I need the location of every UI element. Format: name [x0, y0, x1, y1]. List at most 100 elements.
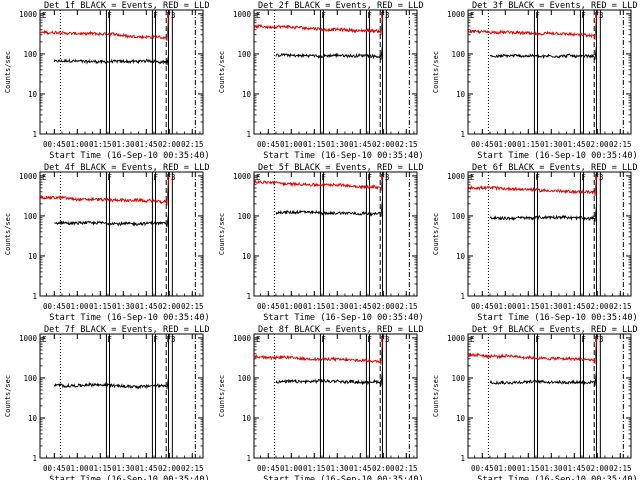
series-events-line: [53, 54, 169, 66]
x-tick-label: 01:30: [540, 140, 563, 149]
marker-label-f3: F3: [167, 11, 176, 20]
x-tick-label: 01:30: [326, 464, 349, 473]
interval-marker: [365, 333, 370, 459]
y-tick-label: 1000: [233, 172, 252, 181]
x-tick-label: 01:45: [563, 302, 586, 311]
x-tick-label: 00:45: [43, 140, 66, 149]
interval-marker: [151, 333, 156, 459]
interval-marker: [579, 171, 584, 297]
x-tick-label: 01:15: [89, 464, 112, 473]
y-tick-label: 100: [23, 50, 37, 59]
x-tick-label: 01:45: [135, 464, 158, 473]
marker-label-e: E: [470, 173, 475, 182]
y-tick-label: 1000: [19, 172, 38, 181]
y-tick-label: 1: [246, 130, 251, 139]
x-axis-label: Start Time (16-Sep-10 00:35:40): [477, 313, 637, 323]
x-tick-label: 01:45: [563, 464, 586, 473]
interval-marker: [533, 9, 538, 135]
plot-frame: [253, 333, 418, 459]
y-tick-label: 10: [456, 90, 466, 99]
marker-label-f3: F3: [167, 335, 176, 344]
interval-marker: [105, 333, 110, 459]
y-tick-label: 1: [246, 454, 251, 463]
y-tick-label: 1000: [19, 334, 38, 343]
plot-frame: [253, 9, 418, 135]
series-lld-line: [39, 175, 169, 206]
x-tick-label: 02:00: [586, 302, 609, 311]
y-tick-label: 100: [23, 374, 37, 383]
x-tick-label: 00:45: [43, 464, 66, 473]
x-tick-label: 02:00: [158, 140, 181, 149]
y-tick-label: 100: [23, 212, 37, 221]
y-tick-label: 10: [242, 252, 252, 261]
x-tick-label: 02:15: [609, 140, 632, 149]
x-tick-label: 01:15: [303, 464, 326, 473]
marker-label-f: F: [581, 173, 586, 182]
x-tick-label: 02:00: [158, 464, 181, 473]
series-events-line: [275, 369, 383, 386]
marker-label-f: F: [107, 11, 112, 20]
marker-label-e: E: [256, 173, 261, 182]
x-tick-label: 02:15: [609, 464, 632, 473]
x-tick-label: 01:45: [563, 140, 586, 149]
x-tick-label: 01:45: [349, 140, 372, 149]
x-tick-label: 00:45: [257, 302, 280, 311]
x-tick-label: 01:30: [112, 464, 135, 473]
x-tick-label: 00:45: [471, 140, 494, 149]
y-tick-label: 1000: [233, 10, 252, 19]
panel-title: Det 3f BLACK = Events, RED = LLD: [472, 1, 638, 11]
x-tick-label: 02:00: [372, 464, 395, 473]
panel-det-3: Det 3f BLACK = Events, RED = LLD Counts/s…: [432, 1, 638, 161]
series-lld-line: [40, 13, 169, 42]
plot-frame: [467, 9, 632, 135]
x-axis-label: Start Time (16-Sep-10 00:35:40): [263, 151, 423, 161]
panel-det-7: Det 7f BLACK = Events, RED = LLD Counts/s…: [4, 325, 210, 480]
series-events-line: [53, 376, 169, 390]
y-tick-label: 1000: [447, 10, 466, 19]
x-tick-label: 01:00: [494, 140, 517, 149]
series-events-line: [275, 43, 383, 60]
x-tick-label: 01:00: [494, 464, 517, 473]
x-tick-label: 01:45: [135, 302, 158, 311]
y-tick-label: 100: [451, 212, 465, 221]
x-tick-label: 01:30: [326, 302, 349, 311]
interval-marker: [579, 333, 584, 459]
y-tick-label: 1000: [19, 10, 38, 19]
y-axis-label: Counts/sec: [432, 51, 440, 93]
y-axis-label: Counts/sec: [218, 213, 226, 255]
marker-label-f3: F3: [381, 11, 390, 20]
panel-det-9: Det 9f BLACK = Events, RED = LLD Counts/s…: [432, 325, 638, 480]
x-axis-label: Start Time (16-Sep-10 00:35:40): [49, 151, 209, 161]
x-tick-label: 00:45: [257, 140, 280, 149]
y-tick-label: 1: [460, 454, 465, 463]
interval-marker: [579, 9, 584, 135]
marker-label-f3: F3: [595, 335, 604, 344]
x-tick-label: 01:30: [112, 140, 135, 149]
interval-marker: [151, 171, 156, 297]
marker-label-f: F: [107, 335, 112, 344]
x-axis-label: Start Time (16-Sep-10 00:35:40): [49, 475, 209, 480]
marker-label-f: F: [321, 335, 326, 344]
panel-det-4: Det 4f BLACK = Events, RED = LLD Counts/s…: [4, 163, 210, 323]
y-tick-label: 1: [460, 292, 465, 301]
marker-label-f3: F3: [595, 173, 604, 182]
panel-title: Det 5f BLACK = Events, RED = LLD: [258, 163, 424, 173]
y-tick-label: 100: [237, 212, 251, 221]
y-axis-label: Counts/sec: [4, 51, 12, 93]
x-tick-label: 02:00: [158, 302, 181, 311]
interval-marker: [382, 333, 387, 459]
series-events-line: [275, 197, 383, 217]
marker-label-f: F: [153, 335, 158, 344]
plot-frame: [253, 171, 418, 297]
y-tick-label: 1: [32, 454, 37, 463]
y-tick-label: 1000: [233, 334, 252, 343]
y-tick-label: 10: [28, 414, 38, 423]
interval-marker: [382, 9, 387, 135]
marker-label-e: E: [256, 335, 261, 344]
y-axis-label: Counts/sec: [4, 375, 12, 417]
x-tick-label: 01:30: [326, 140, 349, 149]
series-lld-line: [253, 175, 383, 192]
y-axis-label: Counts/sec: [218, 375, 226, 417]
marker-label-f: F: [535, 173, 540, 182]
